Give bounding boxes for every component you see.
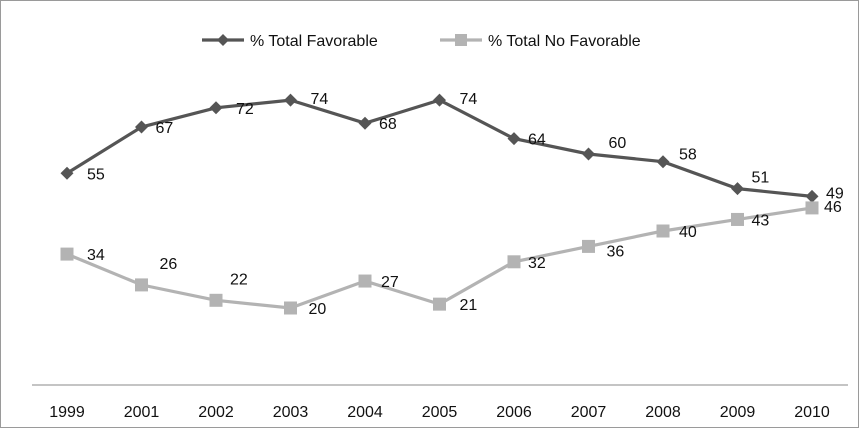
legend-label: % Total No Favorable (488, 33, 641, 50)
point-marker (433, 297, 446, 311)
series-layer (60, 93, 819, 315)
data-label: 60 (609, 135, 627, 152)
data-label: 36 (607, 243, 625, 260)
series-total-no-favorable (60, 201, 819, 315)
legend-entry: % Total No Favorable (440, 33, 641, 50)
point-marker (284, 301, 297, 315)
point-marker (209, 101, 223, 115)
data-label: 58 (679, 147, 697, 164)
data-label: 26 (160, 256, 178, 273)
data-label: 34 (87, 247, 105, 264)
data-label: 20 (309, 301, 327, 318)
data-label: 51 (752, 170, 770, 187)
point-marker (507, 132, 521, 146)
x-tick-labels: 1999 2001 2002 2003 2004 2005 2006 2007 2008 2009… (49, 404, 830, 421)
point-marker (582, 147, 595, 161)
x-tick-label: 2010 (794, 404, 830, 421)
point-marker (805, 189, 819, 203)
x-tick-label: 2006 (496, 404, 532, 421)
x-tick-label: 2001 (124, 404, 160, 421)
x-tick-label: 2002 (198, 404, 234, 421)
data-labels: 55 67 72 74 68 74 64 60 58 51 49 34 26 22 20 27 21 32 36 40… (87, 91, 844, 318)
data-label: 32 (528, 255, 546, 272)
point-marker (507, 255, 521, 269)
data-label: 64 (528, 132, 546, 149)
legend: % Total Favorable % Total No Favorable (202, 33, 641, 50)
series-line (66, 206, 813, 310)
data-label: 46 (824, 199, 842, 216)
series-line (66, 98, 813, 198)
data-label: 49 (826, 185, 844, 202)
point-marker (731, 182, 744, 196)
point-marker (209, 293, 223, 307)
data-label: 67 (156, 120, 174, 137)
point-marker (433, 93, 446, 107)
data-label: 21 (460, 297, 478, 314)
legend-marker (217, 34, 229, 46)
x-tick-label: 2003 (273, 404, 309, 421)
x-tick-label: 2004 (347, 404, 383, 421)
point-marker (135, 120, 148, 134)
series-total-favorable (60, 93, 819, 203)
point-marker (60, 247, 74, 261)
data-label: 43 (752, 212, 770, 229)
point-marker (358, 274, 372, 288)
point-marker (135, 278, 148, 292)
legend-entry: % Total Favorable (202, 33, 378, 50)
point-marker (582, 239, 595, 253)
point-marker (731, 212, 744, 226)
point-marker (284, 93, 297, 107)
data-label: 40 (679, 224, 697, 241)
point-marker (358, 116, 372, 130)
point-marker (656, 155, 670, 169)
x-tick-label: 2008 (645, 404, 681, 421)
point-marker (60, 166, 74, 180)
data-label: 72 (236, 101, 254, 118)
point-marker (656, 224, 670, 238)
data-label: 55 (87, 166, 105, 183)
point-marker (805, 201, 819, 215)
x-tick-label: 2005 (422, 404, 458, 421)
data-label: 22 (230, 271, 248, 288)
legend-label: % Total Favorable (250, 33, 378, 50)
data-label: 74 (460, 91, 478, 108)
legend-marker (455, 34, 467, 46)
data-label: 74 (311, 91, 329, 108)
data-label: 27 (381, 274, 399, 291)
data-label: 68 (379, 116, 397, 133)
x-tick-label: 1999 (49, 404, 85, 421)
x-tick-label: 2007 (571, 404, 607, 421)
x-tick-label: 2009 (720, 404, 756, 421)
